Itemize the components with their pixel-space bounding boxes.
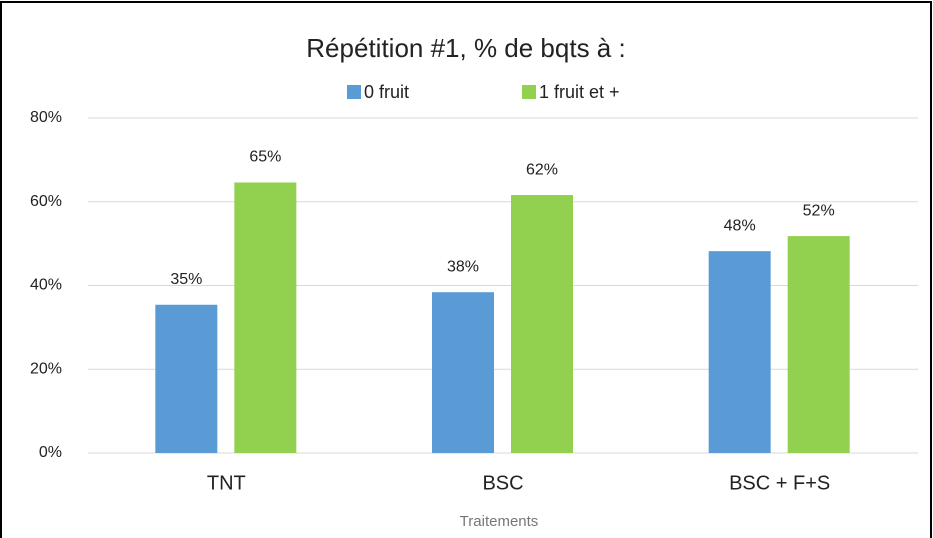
data-label: 48% [724, 217, 756, 234]
data-label: 65% [249, 149, 281, 166]
y-tick-label: 20% [30, 360, 62, 377]
bar [432, 292, 494, 453]
y-tick-label: 80% [30, 109, 62, 126]
x-tick-label: BSC + F+S [729, 472, 830, 494]
data-label: 38% [447, 258, 479, 275]
chart-title: Répétition #1, % de bqts à : [306, 33, 625, 63]
data-label: 62% [526, 161, 558, 178]
bar [511, 195, 573, 454]
bar [708, 251, 771, 453]
y-tick-label: 40% [30, 277, 62, 294]
data-label: 35% [170, 271, 202, 288]
bar [155, 304, 218, 453]
legend-label: 0 fruit [364, 82, 409, 102]
bar [787, 236, 850, 453]
y-tick-label: 60% [30, 193, 62, 210]
legend-swatch [347, 85, 361, 99]
bar [234, 182, 297, 454]
legend-label: 1 fruit et + [539, 82, 620, 102]
legend-swatch [522, 85, 536, 99]
y-tick-label: 0% [39, 444, 62, 461]
x-axis-title: Traitements [460, 513, 539, 530]
data-label: 52% [803, 202, 835, 219]
x-tick-label: TNT [207, 472, 246, 494]
x-tick-label: BSC [482, 472, 523, 494]
